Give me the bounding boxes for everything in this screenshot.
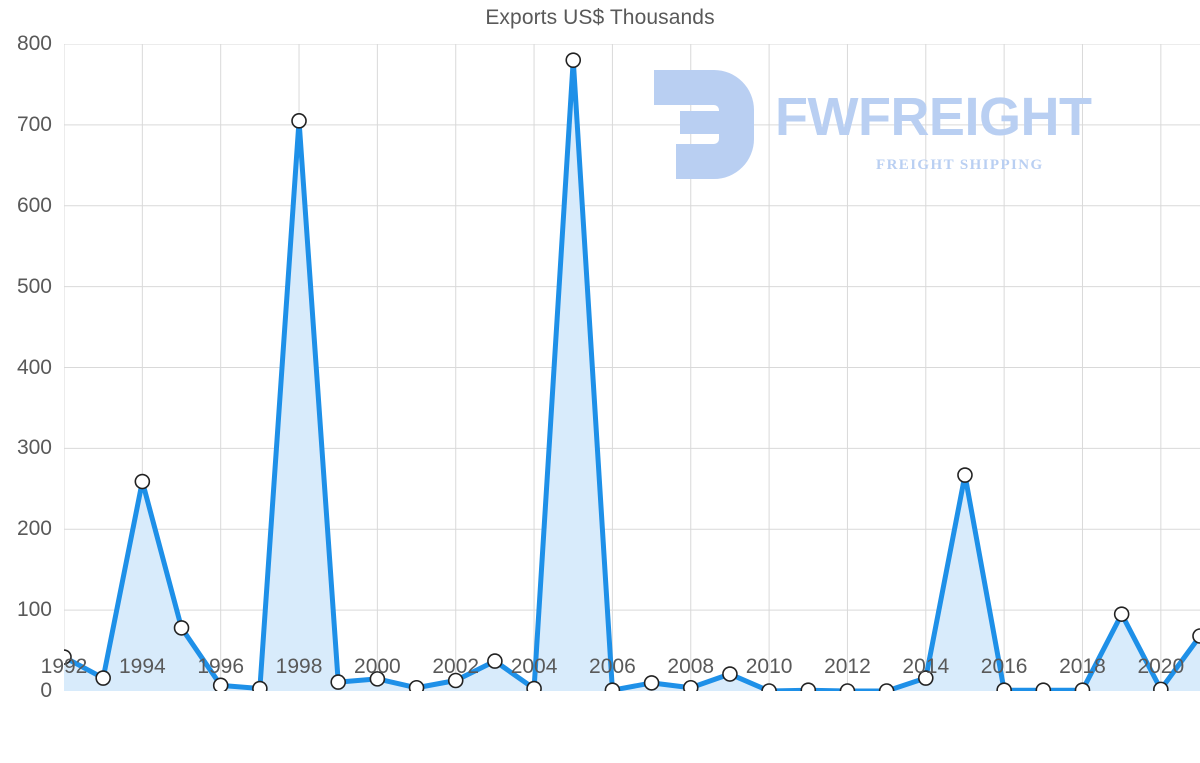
y-axis-tick-label: 400 <box>16 355 52 379</box>
x-axis-tick-label: 2004 <box>510 655 558 678</box>
data-point-marker[interactable] <box>95 670 111 686</box>
x-axis-tick-label: 2006 <box>589 655 636 678</box>
data-point-marker[interactable] <box>212 677 229 691</box>
x-axis-tick-label: 1992 <box>40 655 88 678</box>
data-point-marker[interactable] <box>447 672 464 689</box>
data-point-marker[interactable] <box>291 113 307 129</box>
data-point-marker[interactable] <box>878 683 895 691</box>
y-axis-tick-label: 0 <box>40 679 52 702</box>
data-point-marker[interactable] <box>369 671 386 687</box>
x-axis-tick-label: 2002 <box>432 655 480 678</box>
data-point-marker[interactable] <box>173 620 190 636</box>
x-axis-tick-label: 2008 <box>667 655 715 678</box>
x-axis-tick-label: 1998 <box>275 655 323 678</box>
x-axis-tick-label: 2012 <box>824 655 871 678</box>
data-point-marker[interactable] <box>565 52 582 68</box>
data-point-marker[interactable] <box>917 670 934 686</box>
x-axis-tick-label: 1994 <box>118 655 166 678</box>
data-point-marker[interactable] <box>526 680 542 691</box>
data-point-marker[interactable] <box>1192 628 1200 644</box>
data-point-marker[interactable] <box>761 683 777 691</box>
series-area-fill <box>64 60 1200 691</box>
data-point-marker[interactable] <box>64 649 72 665</box>
x-axis-tick-label: 1996 <box>197 655 245 678</box>
x-axis-tick-label: 2014 <box>902 655 950 678</box>
data-point-marker[interactable] <box>1113 606 1130 622</box>
data-point-marker[interactable] <box>604 682 621 691</box>
x-axis-tick-label: 2020 <box>1137 655 1185 678</box>
y-axis-tick-label: 600 <box>16 193 52 217</box>
y-axis-tick-label: 300 <box>16 436 52 460</box>
data-point-marker[interactable] <box>800 682 817 691</box>
series-line <box>64 57 1200 691</box>
data-point-marker[interactable] <box>487 653 503 669</box>
data-point-marker[interactable] <box>682 679 699 691</box>
x-axis-tick-label: 2018 <box>1059 655 1106 678</box>
x-axis-tick-label: 2016 <box>980 655 1028 678</box>
y-axis-tick-label: 700 <box>16 112 52 136</box>
plot-area <box>64 44 1200 691</box>
data-point-marker[interactable] <box>408 679 425 691</box>
data-point-marker[interactable] <box>1035 682 1052 691</box>
y-axis-tick-label: 800 <box>16 32 52 55</box>
y-axis-tick-label: 500 <box>16 274 52 298</box>
data-point-marker[interactable] <box>252 680 268 691</box>
chart-svg <box>64 44 1200 691</box>
data-point-marker[interactable] <box>643 675 660 691</box>
data-point-marker[interactable] <box>330 674 347 690</box>
chart-title: Exports US$ Thousands <box>485 6 715 29</box>
data-point-marker[interactable] <box>134 473 151 490</box>
x-axis-tick-label: 2010 <box>745 655 793 678</box>
data-point-marker[interactable] <box>1074 682 1091 691</box>
data-point-marker[interactable] <box>996 682 1012 691</box>
data-point-marker[interactable] <box>839 683 856 691</box>
y-axis-tick-label: 100 <box>16 598 52 622</box>
y-axis-tick-label: 200 <box>16 517 52 541</box>
data-point-marker[interactable] <box>957 467 973 483</box>
data-point-marker[interactable] <box>1153 681 1169 691</box>
data-point-marker[interactable] <box>722 666 738 682</box>
x-axis-tick-label: 2000 <box>354 655 401 678</box>
